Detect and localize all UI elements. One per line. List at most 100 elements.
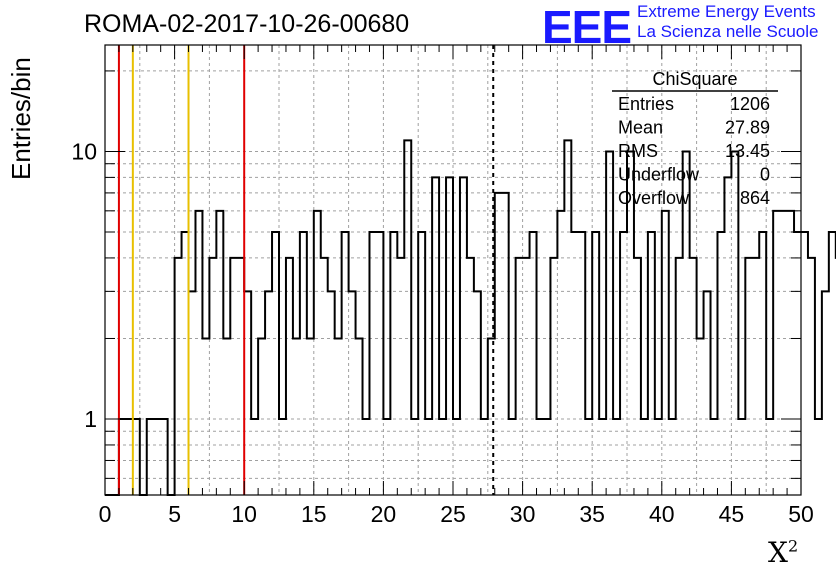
- histogram-bin: [759, 232, 766, 495]
- x-tick-label: 5: [168, 501, 181, 527]
- histogram-bin: [697, 338, 704, 495]
- histogram-bin: [829, 232, 836, 495]
- histogram-bin: [474, 291, 481, 495]
- x-tick-label: 15: [301, 501, 327, 527]
- stats-row-label: RMS: [618, 141, 658, 161]
- histogram-bin: [251, 419, 258, 495]
- histogram-bin: [244, 291, 251, 495]
- histogram-bin: [613, 419, 620, 495]
- histogram-bin: [279, 419, 286, 495]
- histogram-bin: [223, 338, 230, 495]
- histogram-bin: [578, 232, 585, 495]
- histogram-bin: [383, 419, 390, 495]
- histogram-bin: [286, 258, 293, 495]
- histogram-bin: [516, 258, 523, 495]
- histogram-bin: [119, 419, 126, 495]
- x-axis-label-main: X: [768, 536, 788, 569]
- histogram-bin: [182, 232, 189, 495]
- histogram-bin: [731, 151, 738, 495]
- histogram-bin: [571, 232, 578, 495]
- histogram-bin: [376, 232, 383, 495]
- histogram-bin: [669, 419, 676, 495]
- y-tick-label: 1: [84, 406, 97, 432]
- histogram-bin: [815, 419, 822, 495]
- histogram-bin: [634, 258, 641, 495]
- histogram-bin: [724, 177, 731, 495]
- histogram-bin: [321, 258, 328, 495]
- histogram-bin: [502, 193, 509, 495]
- histogram-bin: [662, 211, 669, 495]
- histogram-bin: [342, 232, 349, 495]
- histogram-bin: [620, 232, 627, 495]
- histogram-bin: [599, 419, 606, 495]
- histogram-bin: [404, 140, 411, 495]
- histogram-bin: [411, 419, 418, 495]
- stats-row-label: Underflow: [618, 165, 700, 185]
- histogram-bin: [237, 258, 244, 495]
- histogram-bin: [752, 258, 759, 495]
- x-axis-label-sup: 2: [787, 536, 799, 556]
- histogram-bin: [133, 419, 140, 495]
- histogram-bin: [230, 258, 237, 495]
- histogram-bin: [801, 232, 808, 495]
- x-tick-label: 40: [649, 501, 675, 527]
- histogram-bin: [272, 232, 279, 495]
- x-tick-label: 20: [371, 501, 397, 527]
- histogram-bin: [787, 211, 794, 495]
- histogram-bin: [175, 258, 182, 495]
- histogram-bin: [397, 258, 404, 495]
- eee-logo: EEE: [542, 1, 632, 53]
- histogram-bin: [432, 177, 439, 495]
- histogram-bin: [425, 419, 432, 495]
- histogram-bin: [369, 232, 376, 495]
- histogram-bin: [606, 151, 613, 495]
- histogram-bin: [390, 232, 397, 495]
- histogram-bin: [481, 419, 488, 495]
- histogram-bin: [258, 338, 265, 495]
- histogram-bin: [265, 291, 272, 495]
- stats-row-value: 1206: [730, 94, 770, 114]
- histogram-bin: [537, 419, 544, 495]
- x-tick-label: 25: [440, 501, 466, 527]
- stats-box-title: ChiSquare: [652, 69, 737, 89]
- histogram-bin: [794, 232, 801, 495]
- histogram-bin: [126, 419, 133, 495]
- histogram-bin: [543, 419, 550, 495]
- histogram-bin: [189, 291, 196, 495]
- histogram-bin: [704, 291, 711, 495]
- stats-row-value: 0: [760, 165, 770, 185]
- histogram-bin: [780, 211, 787, 495]
- histogram-bin: [711, 419, 718, 495]
- histogram-bin: [773, 211, 780, 495]
- histogram-bin: [564, 140, 571, 495]
- histogram-bin: [314, 211, 321, 495]
- histogram-bin: [690, 258, 697, 495]
- histogram-bin: [195, 211, 202, 495]
- histogram-bin: [822, 291, 829, 495]
- histogram-bin: [655, 419, 662, 495]
- histogram-bin: [550, 258, 557, 495]
- y-tick-label: 10: [71, 138, 97, 164]
- histogram-bin: [808, 258, 815, 495]
- histogram-bin: [592, 232, 599, 495]
- histogram-bin: [495, 193, 502, 495]
- x-tick-label: 0: [99, 501, 112, 527]
- x-tick-label: 45: [719, 501, 745, 527]
- histogram-bin: [676, 258, 683, 495]
- stats-row-value: 13.45: [725, 141, 770, 161]
- x-axis-label: X2: [768, 536, 798, 569]
- histogram-bin: [585, 419, 592, 495]
- x-tick-label: 50: [788, 501, 814, 527]
- histogram-bin: [356, 338, 363, 495]
- histogram-bin: [418, 232, 425, 495]
- histogram-bin: [363, 419, 370, 495]
- stats-row-label: Overflow: [618, 188, 690, 208]
- histogram-bin: [717, 232, 724, 495]
- run-title: ROMA-02-2017-10-26-00680: [84, 10, 410, 38]
- logo-subtitle-line1: Extreme Energy Events: [637, 2, 816, 21]
- histogram-bin: [509, 419, 516, 495]
- histogram-bin: [453, 419, 460, 495]
- histogram-bin: [300, 232, 307, 495]
